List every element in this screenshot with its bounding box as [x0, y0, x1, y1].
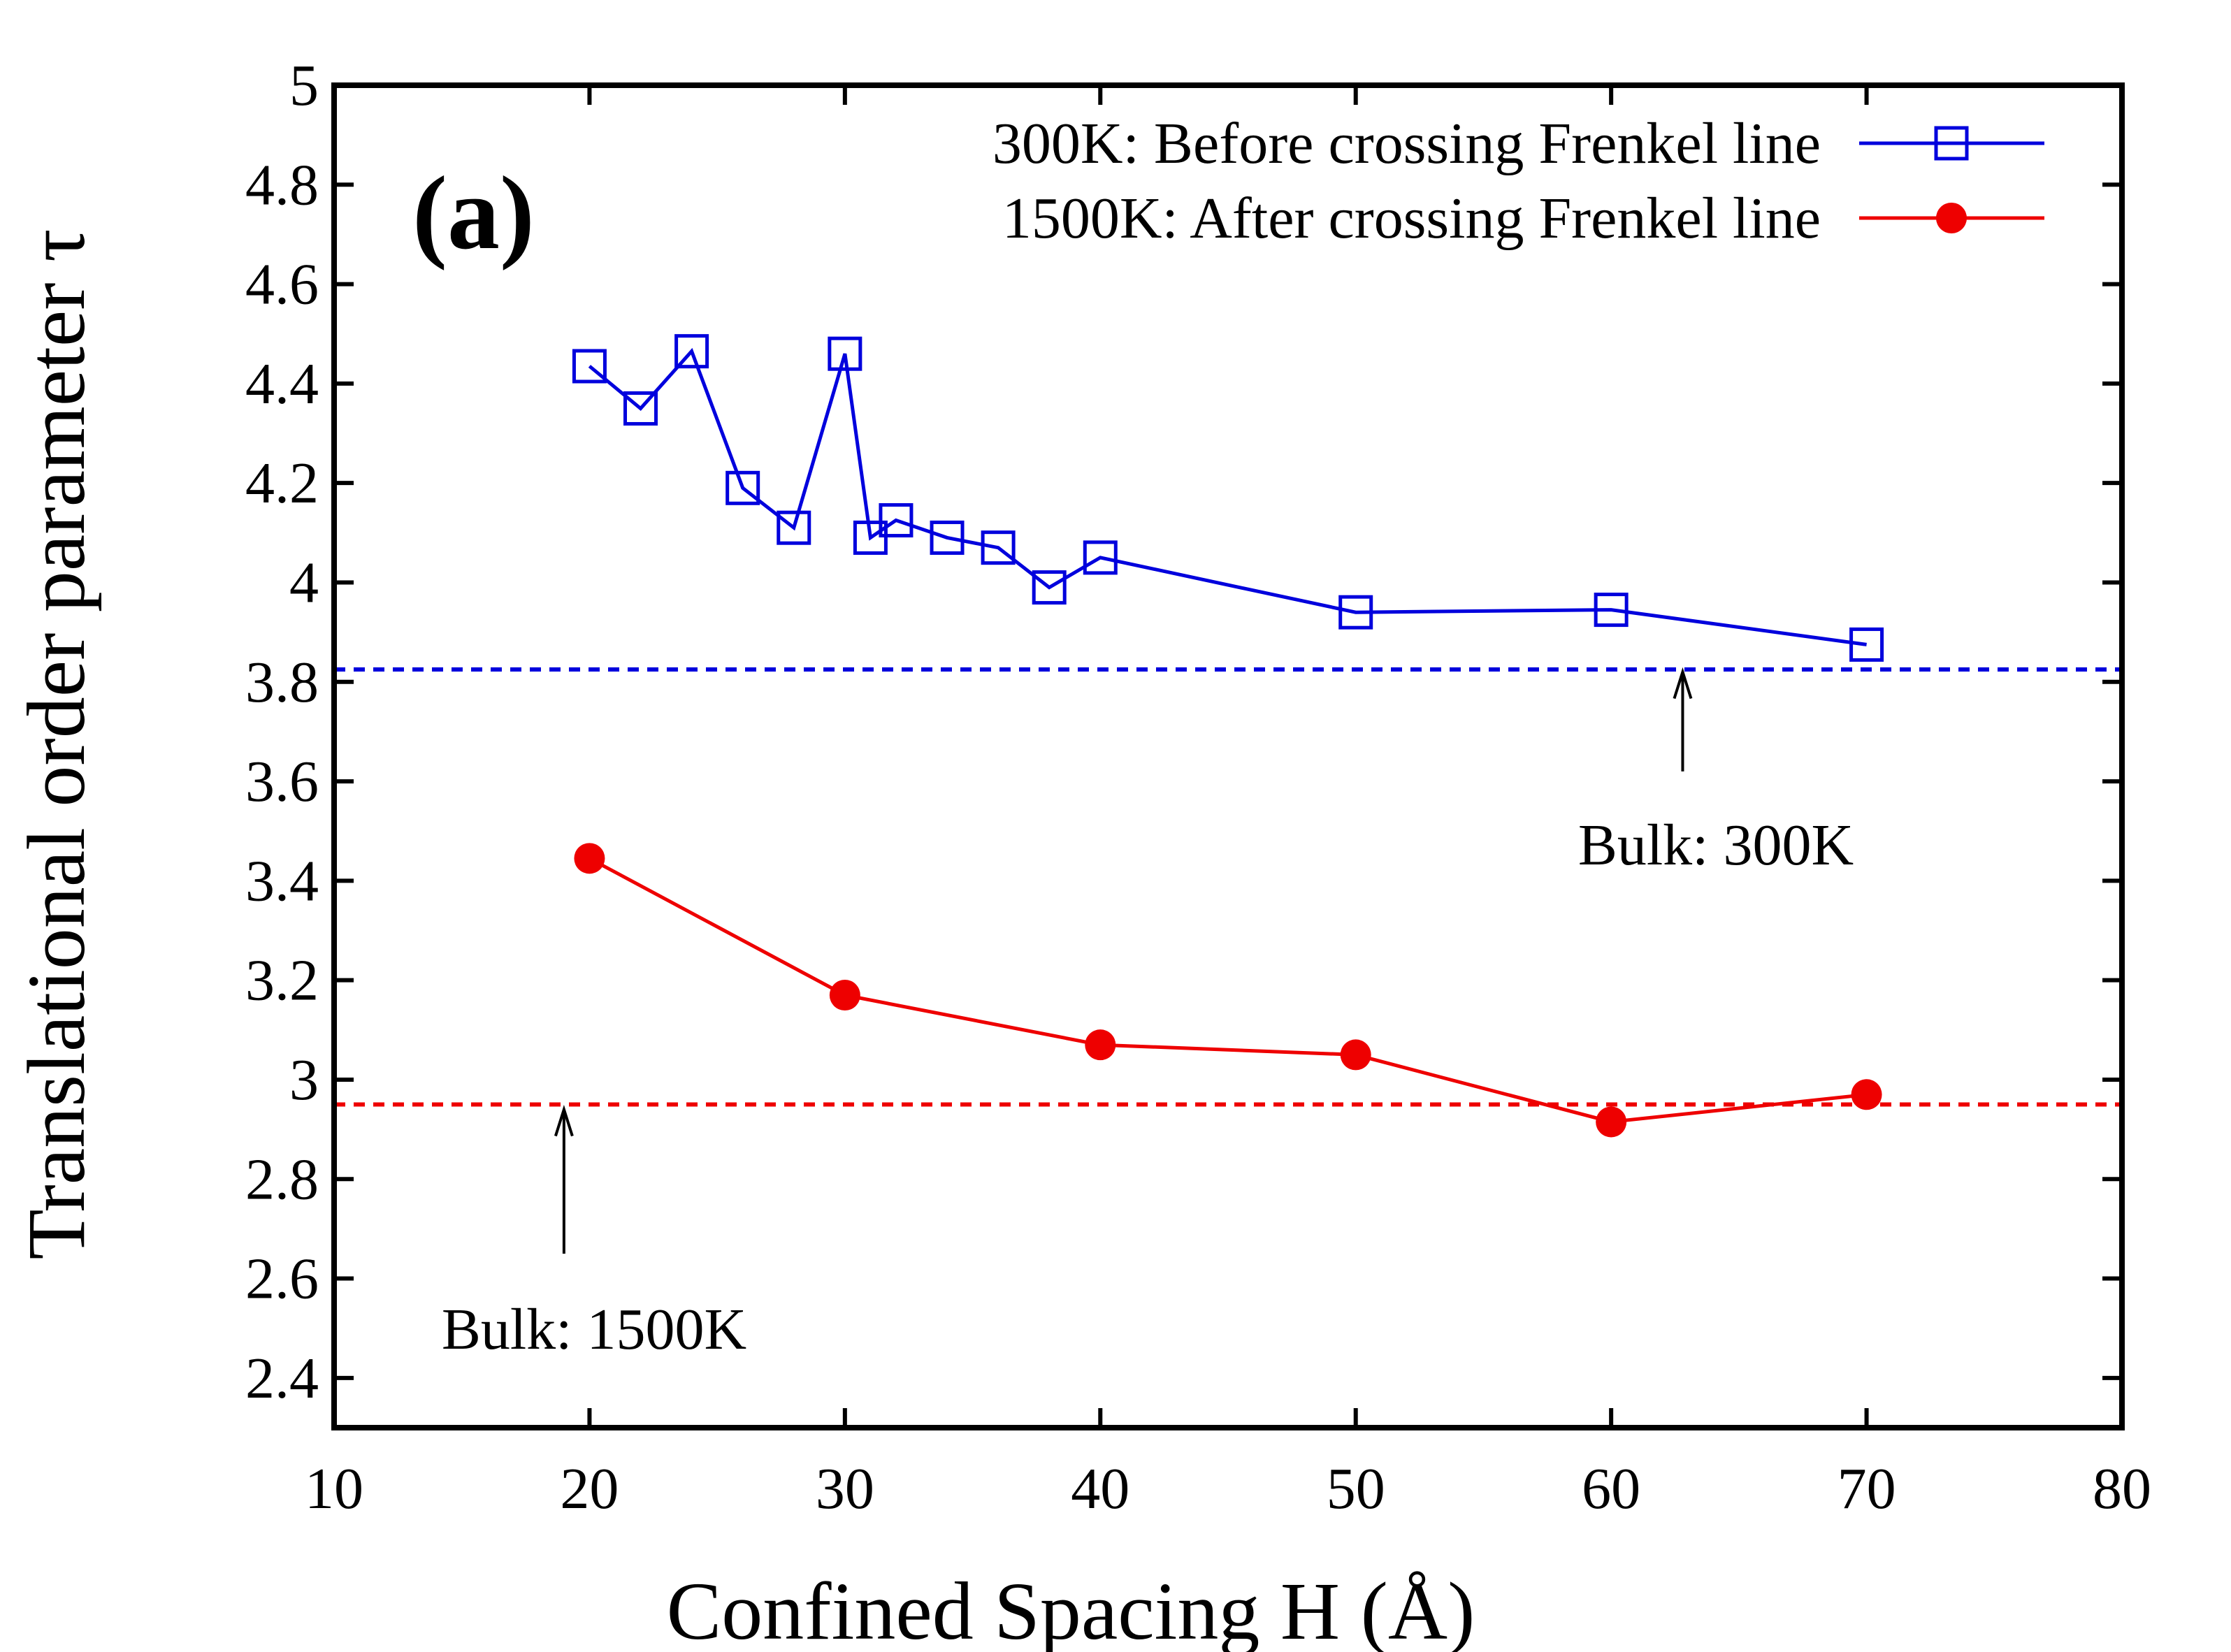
series-1-point-13 [1338, 595, 1373, 630]
panel-label: (a) [412, 155, 535, 271]
reference-lines [334, 667, 2122, 1107]
series-2-point-3 [1085, 1029, 1116, 1061]
axis-ticks: 10 20 30 40 50 60 70 80 2.4 2.6 2.8 3 3.2 3.4 3.6 3.8 4 4… [245, 53, 2151, 1521]
series-1-point-11 [1032, 570, 1067, 605]
annotation-arrowhead-2 [554, 1105, 574, 1137]
legend-marker-1 [1934, 126, 1969, 161]
series-1-point-9 [930, 520, 965, 555]
series-1-point-8 [879, 503, 914, 538]
y-tick-label-9: 4 [289, 550, 319, 615]
series-1-point-1 [572, 349, 607, 384]
x-tick-label-2: 20 [560, 1456, 619, 1521]
y-tick-label-7: 3.6 [245, 749, 319, 814]
series-1-point-15 [1849, 627, 1884, 662]
series-2-point-6 [1851, 1079, 1882, 1110]
y-tick-label-10: 4.2 [245, 451, 319, 516]
x-axis-title: Confined Spacing H (Å) [667, 1565, 1475, 1652]
series-1-point-12 [1083, 540, 1118, 575]
plot-border [331, 82, 2125, 1430]
x-tick-label-8: 80 [2093, 1456, 2151, 1521]
legend: 300K: Before crossing Frenkel line 1500K:… [992, 111, 2044, 251]
y-tick-label-12: 4.6 [245, 252, 319, 317]
x-tick-label-6: 60 [1582, 1456, 1640, 1521]
legend-label-1: 300K: Before crossing Frenkel line [992, 111, 1821, 176]
y-axis-title: Translational order parameter τ [10, 229, 102, 1260]
x-tick-label-4: 40 [1071, 1456, 1129, 1521]
y-tick-label-11: 4.4 [245, 352, 319, 416]
series-1-point-3 [674, 334, 709, 369]
series-1-point-14 [1594, 593, 1629, 628]
series-2-point-1 [574, 843, 605, 874]
y-tick-label-2: 2.6 [245, 1247, 319, 1312]
annotation-label-2: Bulk: 1500K [442, 1297, 746, 1362]
legend-marker-2 [1936, 203, 1967, 233]
series-1-point-2 [623, 391, 658, 426]
y-tick-label-4: 3 [289, 1048, 319, 1113]
series-line-1 [588, 347, 1867, 646]
x-tick-label-7: 70 [1837, 1456, 1896, 1521]
series-1-point-6 [828, 336, 862, 371]
y-tick-label-1: 2.4 [245, 1346, 319, 1411]
series-2-point-4 [1340, 1039, 1371, 1071]
y-tick-label-14: 5 [289, 53, 319, 118]
x-tick-label-1: 10 [305, 1456, 363, 1521]
annotation-label-1: Bulk: 300K [1578, 813, 1854, 878]
y-tick-label-6: 3.4 [245, 848, 319, 913]
y-tick-label-8: 3.8 [245, 650, 319, 715]
series-2-point-5 [1596, 1106, 1627, 1138]
series-line-2 [589, 857, 1867, 1124]
series-1-point-10 [981, 530, 1016, 565]
series-1-point-5 [777, 510, 811, 545]
y-tick-label-3: 2.8 [245, 1147, 319, 1212]
series-group [572, 334, 1884, 1138]
series-2-point-2 [829, 980, 860, 1011]
annotations: Bulk: 300K Bulk: 1500K [442, 667, 1854, 1362]
x-tick-label-3: 30 [816, 1456, 874, 1521]
y-tick-label-5: 3.2 [245, 948, 319, 1013]
series-1-point-4 [725, 470, 760, 505]
legend-label-2: 1500K: After crossing Frenkel line [1002, 186, 1821, 251]
y-tick-label-13: 4.8 [245, 152, 319, 217]
plot-frame [331, 82, 2125, 1430]
x-tick-label-5: 50 [1327, 1456, 1385, 1521]
series-1-point-7 [853, 520, 888, 555]
annotation-arrowhead-1 [1673, 667, 1693, 700]
